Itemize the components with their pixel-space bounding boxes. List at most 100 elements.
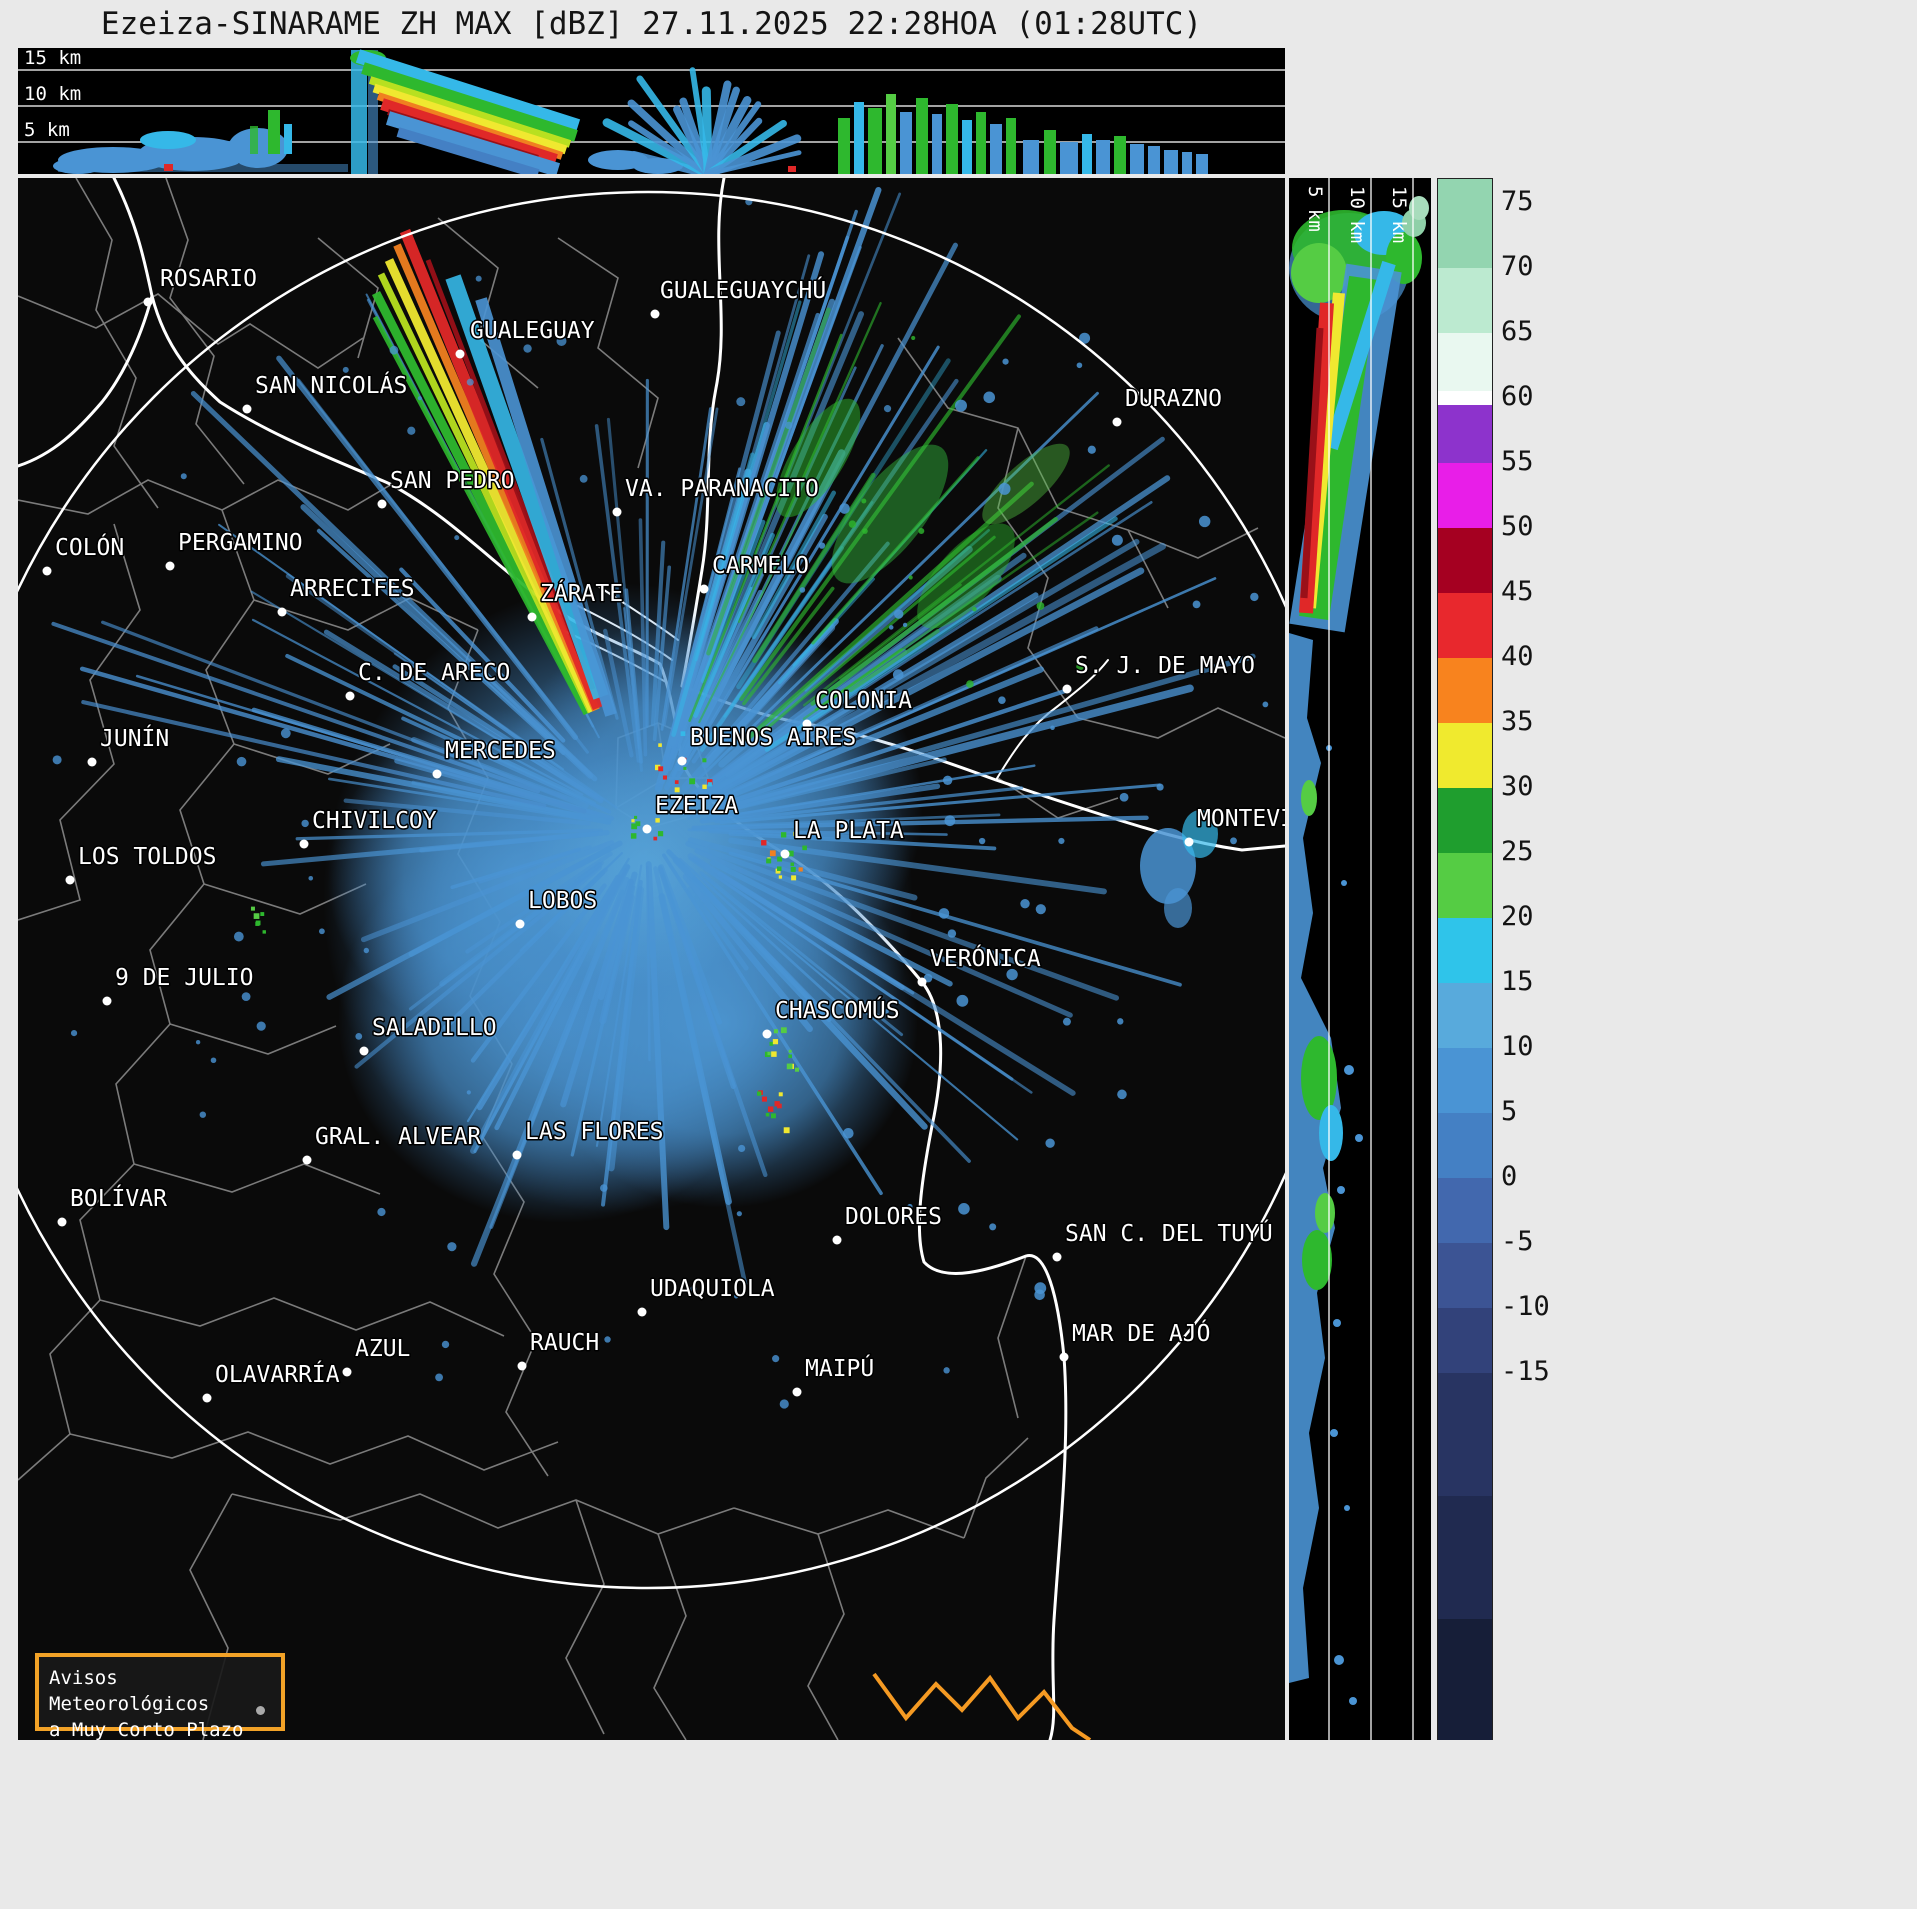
echo-spoke [646,865,651,1062]
echo-speck [262,930,266,934]
echo-dot [736,1211,742,1217]
city-label: LAS FLORES [525,1119,663,1145]
city-label: PERGAMINO [178,530,303,556]
echo-dot [1076,662,1084,671]
colorbar-tick-label: 20 [1501,901,1534,932]
echo-spoke [276,355,579,741]
echo-spoke [687,542,1167,809]
echo-dot [1050,725,1055,731]
echo-spoke [707,687,1072,811]
colorbar-segment [1438,658,1492,723]
echo-dot [1230,837,1237,845]
olavarria-city-dot [256,1706,265,1715]
height-gridlines [1328,178,1414,1740]
echo-speck [775,868,781,874]
echo-spoke [718,545,973,768]
echo-dot [1062,1017,1071,1026]
colorbar-segment [1438,1178,1492,1243]
echo-dot [280,728,291,739]
city-dot [377,499,387,509]
echo-speck [787,850,794,857]
echo-spoke [693,513,828,745]
echo-speck [635,821,641,827]
height-axis-labels: 5 km 10 km 15 km [1304,186,1410,243]
echo-dot [738,1144,746,1153]
echo-spoke [450,847,581,890]
echo-spoke [701,874,1019,1141]
echo-spoke [752,472,876,664]
city-dot [1062,684,1072,694]
ns-profile-echoes [1289,196,1429,1705]
colorbar-tick-label: 70 [1501,251,1534,282]
echo-spoke [466,857,630,1123]
echo-dot [992,957,1001,967]
echo-speck [771,1051,777,1057]
echo-spoke [295,828,603,841]
city-label: MONTEVIDEO [1197,806,1285,832]
echo-dot [1058,837,1065,845]
city-dot [1184,837,1194,847]
colorbar-tick-label: 75 [1501,186,1534,217]
echo-dot [1035,904,1046,915]
echo-speck [702,758,707,763]
echo-spoke [135,674,509,789]
echo-spoke [79,666,587,814]
city-label: JUNÍN [100,724,169,752]
echo-speck [798,867,803,872]
echo-dot [466,378,474,386]
colorbar-tick-label: 35 [1501,706,1534,737]
fan-ray [627,99,712,174]
echo-dot [355,1032,363,1040]
echo-spoke [323,629,604,804]
echo-spoke [706,757,947,817]
echo-spoke [399,567,566,743]
echo-speck [802,845,807,851]
colorbar-segment [1438,1243,1492,1308]
echo-dot [1020,898,1030,909]
city-label: ZÁRATE [540,579,623,607]
echo-dot [1087,445,1096,454]
echo-spoke [664,235,850,774]
echo-spoke [652,565,672,742]
echo-dot [818,542,826,549]
echo-dot [241,992,251,1002]
colorbar-segment [1438,528,1492,593]
echo-speck [790,866,796,872]
echo-speck [657,831,664,837]
echo-spoke [728,837,1107,895]
echo-spoke [660,407,712,731]
echo-spoke [260,830,610,867]
echo-dot [918,527,925,534]
echo-spoke [101,620,568,800]
echo-spoke [657,865,768,1178]
echo-spokes [51,186,1256,1286]
echo-spoke [708,829,873,840]
city-dot [917,977,927,987]
echo-speck [769,1041,774,1046]
echo-spoke [408,846,612,957]
echo-dot [989,1223,997,1231]
echo-dot [1192,600,1201,609]
echo-dot [1034,1289,1045,1301]
echo-speck [634,815,638,819]
echo-dot [199,1111,207,1118]
colorbar-segment [1438,398,1492,463]
echo-speck [766,858,772,864]
echo-spoke [687,828,948,836]
echo-dot [883,405,892,413]
city-label: GRAL. ALVEAR [315,1124,481,1150]
interference-streak [371,228,617,717]
axis-label-10km: 10 km [24,83,81,105]
echo-speck [662,775,668,780]
city-dot [57,1217,67,1227]
ew-height-profile: 15 km 10 km 5 km [18,48,1285,174]
colorbar-white-band [1438,391,1492,405]
echo-speck [770,1113,776,1119]
echo-dot [839,503,850,514]
echo-spoke [678,857,844,1009]
ew-height-profile-panel: 15 km 10 km 5 km [18,48,1285,174]
city-label: BUENOS AIRES [690,725,856,751]
city-dot [612,507,622,517]
echo-dot [888,625,894,630]
